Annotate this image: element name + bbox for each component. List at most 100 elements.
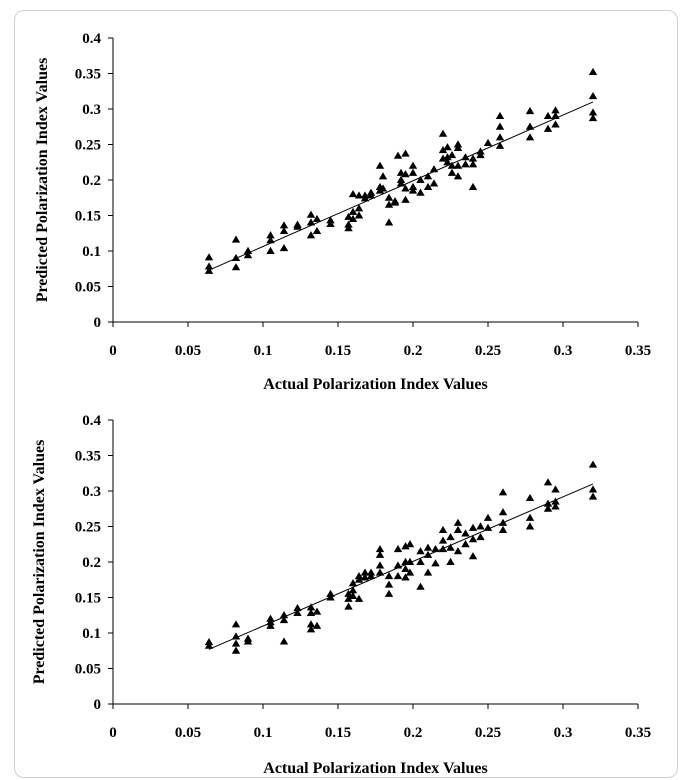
chart2-data-point (231, 632, 241, 640)
chart1-y-tick-label: 0.4 (82, 31, 101, 47)
chart1-y-tick-label: 0 (94, 315, 102, 331)
chart2-data-point (543, 499, 553, 507)
chart2-data-point (498, 488, 508, 496)
chart2-data-point (588, 460, 598, 468)
chart1-data-point (443, 143, 452, 151)
chart2-data-point (375, 545, 385, 553)
chart2-data-point (468, 523, 478, 531)
chart1-data-point (279, 226, 289, 235)
chart1-x-tick-label: 0.3 (554, 343, 573, 359)
chart2-data-point (476, 522, 485, 530)
chart1-data-point (266, 236, 275, 244)
chart2-data-point (551, 485, 560, 493)
chart2-data-point (344, 589, 353, 597)
chart2-data-point (525, 522, 535, 530)
chart2-y-tick-label: 0.2 (82, 555, 101, 571)
chart2-data-point (416, 582, 425, 590)
chart1-data-point (447, 161, 457, 169)
chart2-data-point (266, 621, 275, 629)
chart1-data-point (416, 188, 425, 196)
chart1-data-point (468, 182, 478, 191)
chart2-data-point (483, 523, 493, 531)
chart1-data-point (306, 210, 316, 218)
chart2-data-point (525, 513, 535, 521)
chart1-data-point (243, 251, 253, 259)
chart1-data-point (588, 108, 598, 116)
chart1-data-point (366, 191, 376, 199)
chart1-data-point (390, 198, 400, 206)
chart1-y-tick-label: 0.2 (82, 173, 101, 189)
chart1-data-point (348, 214, 358, 222)
chart1-data-point (438, 129, 448, 137)
chart1-data-point (354, 204, 364, 212)
chart1-data-point (204, 253, 214, 261)
chart2-data-point (354, 575, 364, 583)
chart1-data-point (306, 218, 316, 226)
chart1-data-point (375, 161, 385, 169)
chart1-x-tick-label: 0.1 (254, 343, 273, 359)
chart1-x-tick-label: 0 (109, 343, 117, 359)
chart2-data-point (468, 552, 478, 560)
chart2-data-point (405, 557, 415, 565)
chart2-data-point (543, 504, 553, 512)
chart1-data-point (360, 194, 370, 202)
chart2-data-point (326, 593, 335, 601)
chart2-x-tick-label: 0.3 (554, 725, 573, 741)
chart2-data-point (461, 529, 470, 537)
chart2-data-point (423, 550, 433, 558)
chart2-data-point (344, 602, 353, 610)
chart1-data-point (461, 160, 470, 168)
chart2-x-tick-label: 0.15 (325, 725, 351, 741)
chart1-data-point (416, 175, 425, 183)
chart2-y-tick-label: 0.15 (75, 591, 101, 607)
chart1-data-point (551, 111, 560, 120)
chart1-data-point (408, 168, 418, 176)
chart1-data-point (476, 150, 485, 159)
chart2-data-point (446, 543, 455, 551)
chart1-data-point (384, 193, 394, 201)
chart2-data-point (279, 637, 289, 645)
chart1-data-point (243, 246, 253, 254)
chart2-data-point (306, 625, 316, 633)
chart1-data-point (231, 253, 241, 262)
chart2-data-point (306, 620, 316, 628)
chart2-data-point (401, 542, 410, 550)
chart1-data-point (423, 172, 433, 180)
chart2-x-tick-label: 0 (109, 725, 117, 741)
chart2-x-tick-label: 0.1 (254, 725, 273, 741)
chart1-data-point (401, 149, 410, 157)
chart1-data-point (408, 161, 418, 169)
chart2-x-tick-label: 0.25 (475, 725, 501, 741)
chart2-data-point (312, 621, 322, 629)
chart1-data-point (293, 222, 302, 230)
chart2-data-point (348, 586, 358, 594)
chart1-data-point (551, 106, 560, 114)
chart2-y-axis-title: Predicted Polarization Index Values (31, 440, 48, 685)
chart2-data-point (279, 616, 289, 624)
chart1-data-point (429, 165, 439, 173)
chart2-data-point (453, 518, 463, 526)
chart2-data-point (438, 545, 448, 553)
chart1-data-point (453, 161, 463, 169)
chart2-data-point (551, 497, 560, 505)
chart2-data-point (384, 572, 394, 580)
chart1-data-point (495, 141, 505, 149)
chart1-data-point (401, 195, 410, 203)
chart2-data-point (348, 579, 358, 587)
chart1-data-point (354, 211, 364, 219)
chart1-data-point (543, 111, 553, 120)
chart2-data-point (446, 532, 455, 541)
chart2-data-point (279, 611, 289, 619)
chart1-data-point (204, 262, 214, 270)
chart2-data-point (551, 502, 560, 510)
chart1-data-point (551, 120, 560, 128)
chart1-data-point (438, 145, 448, 154)
chart2-data-point (243, 637, 253, 645)
chart2-data-point (393, 572, 403, 580)
chart2-y-tick-label: 0 (94, 697, 102, 713)
chart2-data-point (405, 568, 415, 576)
chart2-data-point (393, 545, 403, 553)
chart1-data-point (483, 138, 493, 147)
chart2-data-point (483, 513, 493, 521)
